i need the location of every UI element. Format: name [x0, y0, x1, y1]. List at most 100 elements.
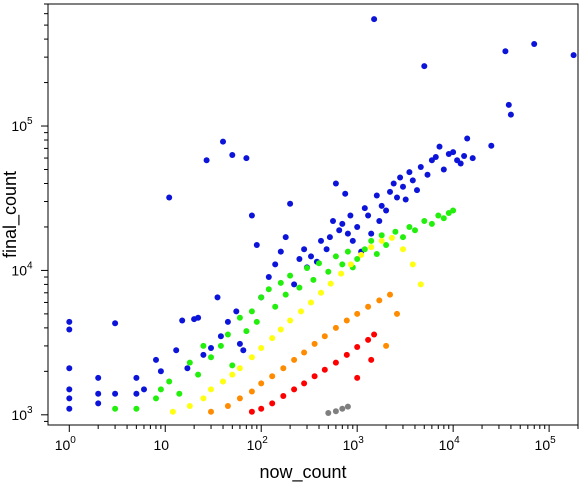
- data-point: [354, 374, 361, 381]
- data-point: [406, 169, 413, 176]
- data-point: [269, 400, 276, 407]
- data-point: [179, 317, 186, 324]
- data-point: [318, 289, 324, 296]
- data-point: [412, 227, 418, 234]
- data-point: [282, 291, 289, 298]
- data-point: [409, 261, 416, 268]
- x-tick-label: 104: [439, 435, 461, 453]
- data-point: [184, 365, 191, 372]
- data-point: [280, 365, 287, 372]
- data-point: [208, 354, 214, 361]
- data-point: [336, 227, 343, 234]
- data-point: [186, 359, 193, 366]
- data-point: [272, 261, 279, 268]
- data-point: [397, 174, 404, 181]
- data-point: [217, 342, 224, 349]
- data-point: [287, 272, 294, 279]
- data-point: [233, 308, 240, 315]
- data-point: [371, 331, 378, 338]
- data-point: [464, 135, 471, 142]
- data-point: [400, 234, 406, 241]
- data-point: [291, 281, 298, 288]
- data-point: [258, 405, 265, 412]
- data-point: [208, 345, 214, 351]
- data-point: [112, 390, 119, 397]
- data-point: [368, 356, 375, 363]
- data-point: [308, 253, 314, 260]
- data-point: [368, 244, 375, 251]
- data-point: [195, 371, 202, 378]
- data-point: [195, 314, 202, 321]
- data-point: [436, 143, 443, 150]
- x-tick-label: 103: [343, 435, 365, 453]
- data-point: [291, 386, 298, 393]
- data-point: [325, 268, 332, 275]
- data-point: [347, 261, 354, 268]
- data-point: [488, 142, 495, 149]
- data-point: [428, 220, 435, 227]
- data-point: [258, 380, 265, 387]
- data-point: [203, 157, 210, 164]
- data-point: [248, 408, 255, 415]
- data-point: [373, 192, 380, 199]
- data-point: [311, 373, 318, 380]
- data-point: [457, 160, 464, 167]
- data-point: [332, 180, 339, 187]
- data-point: [373, 251, 380, 257]
- data-point: [236, 365, 243, 372]
- data-point: [450, 149, 457, 156]
- data-point: [229, 152, 236, 158]
- data-point: [461, 153, 468, 159]
- data-point: [248, 388, 255, 395]
- data-point: [387, 291, 393, 298]
- data-point: [390, 180, 397, 187]
- data-point: [392, 228, 399, 235]
- data-point: [325, 410, 332, 416]
- data-point: [157, 386, 164, 393]
- data-point: [258, 294, 265, 301]
- data-point: [338, 270, 345, 277]
- data-point: [66, 365, 73, 372]
- data-point: [344, 230, 351, 237]
- data-point: [66, 326, 73, 333]
- data-point: [243, 155, 250, 162]
- data-point: [236, 314, 243, 321]
- data-point: [301, 349, 308, 356]
- data-point: [243, 328, 250, 335]
- data-point: [272, 303, 279, 310]
- x-tick-label: 10: [153, 437, 169, 453]
- data-point: [402, 196, 409, 203]
- data-point: [435, 212, 442, 219]
- data-point: [409, 177, 416, 184]
- data-point: [287, 317, 294, 324]
- data-point: [229, 371, 236, 378]
- data-point: [282, 234, 289, 241]
- data-point: [304, 265, 310, 271]
- data-point: [339, 261, 346, 268]
- data-point: [277, 279, 284, 286]
- data-point: [296, 256, 303, 262]
- data-point: [469, 155, 476, 162]
- data-point: [157, 368, 164, 375]
- data-point: [66, 386, 73, 393]
- data-point: [505, 101, 512, 108]
- axes: [47, 3, 579, 426]
- data-point: [400, 183, 406, 190]
- x-axis-ticks: 100 10 102 103 104 105: [55, 425, 579, 453]
- data-point: [332, 408, 339, 415]
- data-point: [112, 320, 119, 327]
- data-point: [301, 380, 308, 387]
- data-point: [450, 207, 457, 214]
- data-point: [387, 188, 393, 195]
- data-point: [344, 248, 351, 255]
- data-point: [248, 308, 255, 315]
- data-point: [414, 187, 420, 194]
- data-point: [440, 215, 447, 222]
- data-point: [298, 308, 304, 315]
- data-point: [141, 386, 147, 393]
- data-point: [361, 246, 368, 253]
- data-point: [133, 390, 140, 397]
- data-point: [277, 326, 284, 333]
- data-point: [200, 342, 207, 349]
- data-point: [95, 390, 102, 397]
